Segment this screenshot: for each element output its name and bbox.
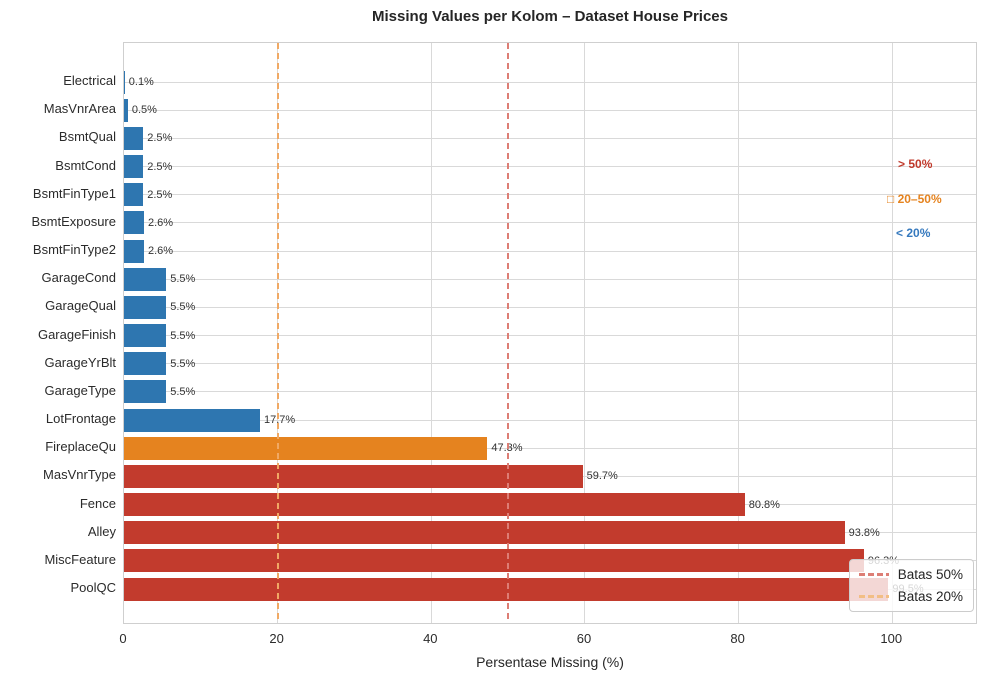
gridline-h <box>124 166 976 167</box>
bar <box>124 183 144 207</box>
y-axis-label: BsmtQual <box>58 129 116 145</box>
bar <box>124 493 745 517</box>
bar-value-label: 93.8% <box>848 526 880 539</box>
annotation-lt20: < 20% <box>896 226 931 240</box>
y-axis-label: BsmtCond <box>55 157 116 173</box>
y-axis-label: MasVnrArea <box>43 101 116 117</box>
y-axis-label: Fence <box>79 495 116 511</box>
gridline-v <box>584 43 586 623</box>
bar-value-label: 5.5% <box>170 357 196 370</box>
annotation-gt50: > 50% <box>898 157 933 171</box>
dashed-line-swatch <box>858 595 889 598</box>
bar-value-label: 47.3% <box>491 441 522 455</box>
y-axis-label: PoolQC <box>70 580 116 596</box>
bar-value-label: 5.5% <box>170 329 196 342</box>
y-axis-label: MasVnrType <box>43 467 116 483</box>
bar-value-label: 5.5% <box>170 273 196 286</box>
y-axis-label: BsmtFinType2 <box>32 242 116 258</box>
bar <box>124 211 144 235</box>
bar <box>124 70 125 94</box>
gridline-h <box>124 109 976 111</box>
bar <box>124 577 889 601</box>
y-axis-label: FireplaceQu <box>45 439 116 455</box>
legend-item: Batas 20% <box>858 587 963 606</box>
gridline-h <box>124 335 976 337</box>
bar-value-label: 59.7% <box>586 470 618 483</box>
gridline-v <box>738 43 740 623</box>
legend: Batas 50% Batas 20% <box>848 559 974 612</box>
dashed-line-swatch <box>858 573 889 576</box>
bar <box>124 521 845 545</box>
gridline-h <box>124 278 976 280</box>
gridline-v <box>891 43 893 623</box>
y-axis-label: Alley <box>87 523 116 539</box>
bar-value-label: 2.5% <box>147 188 173 201</box>
x-tick-label: 40 <box>423 631 438 646</box>
threshold-line-50 <box>507 43 510 623</box>
gridline-h <box>124 391 976 393</box>
x-tick-label: 0 <box>119 631 127 646</box>
y-axis-label: GarageFinish <box>37 326 116 342</box>
bar <box>124 98 128 122</box>
threshold-line-20 <box>276 43 279 623</box>
bar-value-label: 5.5% <box>170 301 196 314</box>
x-axis-title: Persentase Missing (%) <box>476 654 624 670</box>
bar <box>124 267 167 291</box>
plot-area: 0.1% 0.5% 2.5% 2.5% 2.5% 2.6% 2.6% 5.5% 5.5% 5.5%… <box>123 42 977 624</box>
bar-value-label: 80.8% <box>748 498 780 511</box>
gridline-h <box>124 222 976 224</box>
gridline-h <box>124 194 976 196</box>
bar <box>124 436 488 460</box>
gridline-h <box>124 81 976 83</box>
bar <box>124 126 144 150</box>
bar <box>124 295 167 319</box>
y-axis-label: MiscFeature <box>44 551 116 567</box>
bar-value-label: 5.5% <box>170 385 196 398</box>
y-axis-label: GarageQual <box>45 298 116 314</box>
y-axis-label: LotFrontage <box>45 411 116 427</box>
bar-value-label: 2.6% <box>147 245 174 258</box>
y-axis-label: GarageCond <box>41 270 116 286</box>
gridline-h <box>124 419 976 421</box>
x-tick-label: 100 <box>880 631 903 646</box>
y-axis-label: BsmtFinType1 <box>32 185 116 201</box>
gridline-v <box>430 43 432 623</box>
chart-title: Missing Values per Kolom – Dataset House… <box>372 8 728 25</box>
legend-label: Batas 20% <box>897 589 963 604</box>
y-axis-label: GarageType <box>44 382 116 398</box>
y-axis-label: BsmtExposure <box>31 213 116 229</box>
y-axis-label: GarageYrBlt <box>44 354 116 370</box>
gridline-h <box>124 447 976 449</box>
legend-item: Batas 50% <box>858 565 963 584</box>
bar <box>124 464 583 488</box>
bar <box>124 324 167 348</box>
bar <box>124 380 167 404</box>
bar <box>124 549 864 573</box>
bar-value-label: 17.7% <box>263 414 296 427</box>
bar-value-label: 2.6% <box>147 216 174 229</box>
bar <box>124 352 167 376</box>
bar-value-label: 0.5% <box>131 104 157 117</box>
y-axis-label: Electrical <box>63 73 116 88</box>
bar-value-label: 0.1% <box>128 76 154 88</box>
bar-value-label: 2.5% <box>147 132 173 145</box>
bar <box>124 239 144 263</box>
x-tick-label: 20 <box>269 631 284 646</box>
bar-value-label: 2.5% <box>147 160 173 173</box>
x-tick-label: 60 <box>576 631 592 646</box>
annotation-20-50: □ 20–50% <box>887 192 942 206</box>
bar <box>124 408 260 432</box>
gridline-h <box>124 363 976 365</box>
gridline-h <box>124 306 976 308</box>
gridline-h <box>124 137 976 139</box>
bar <box>124 155 144 178</box>
legend-label: Batas 50% <box>897 567 963 582</box>
gridline-h <box>124 250 976 252</box>
x-tick-label: 80 <box>730 631 745 646</box>
